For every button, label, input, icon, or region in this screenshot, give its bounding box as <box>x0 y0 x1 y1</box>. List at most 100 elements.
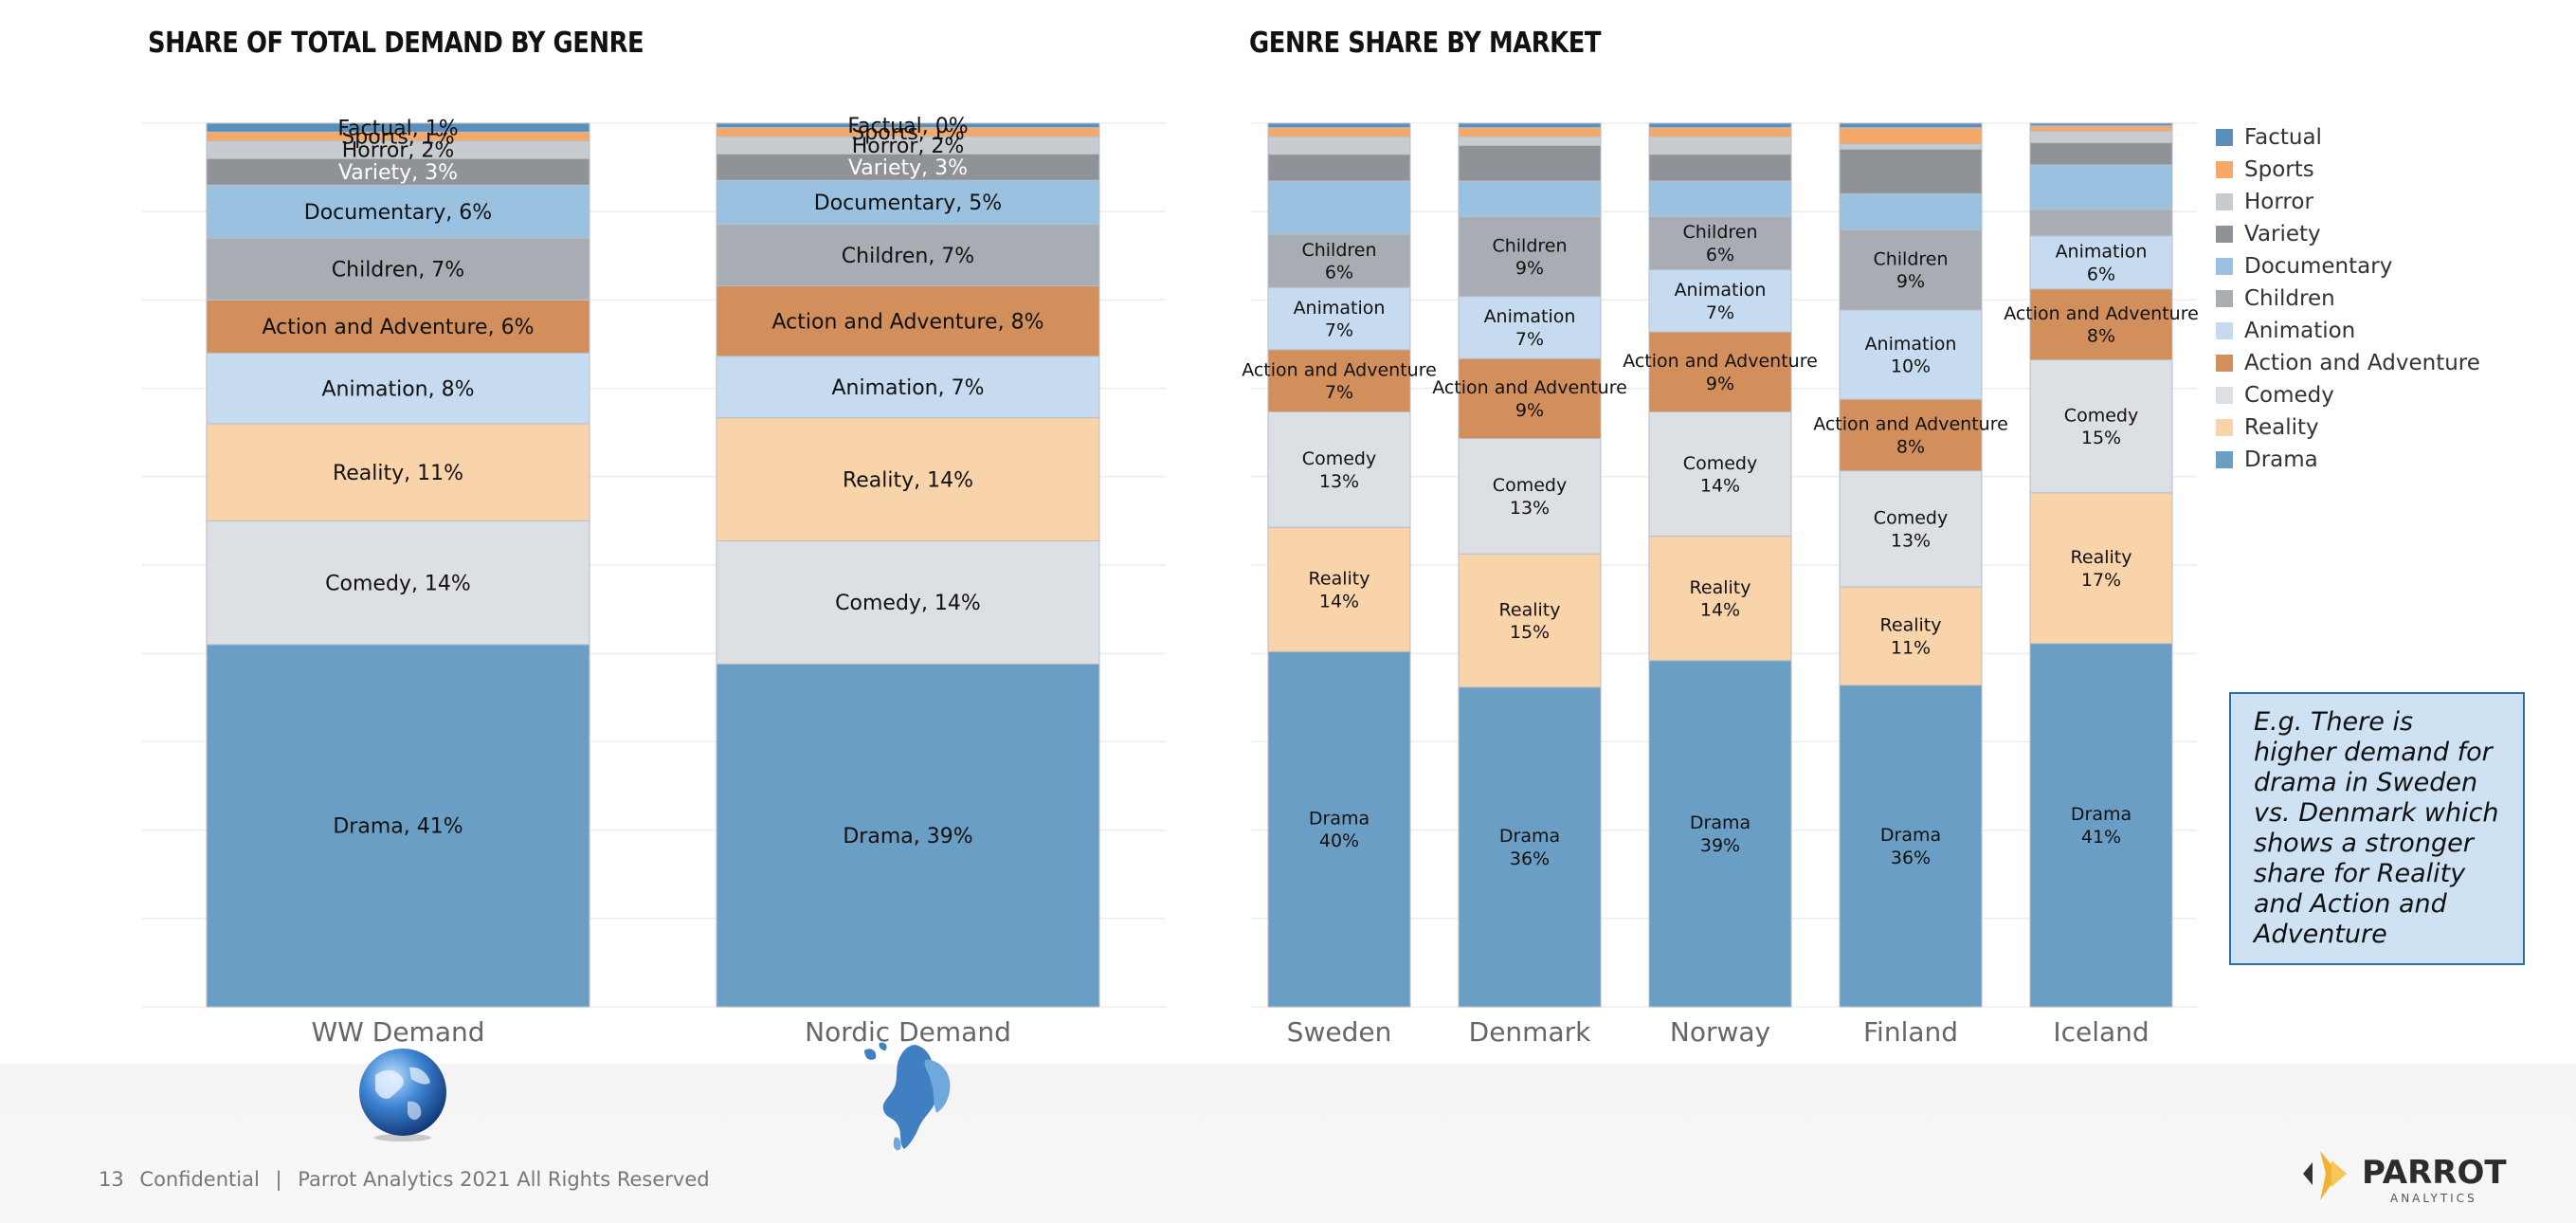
segment-action-and-adventure <box>1267 349 1411 412</box>
legend-item-action-and-adventure: Action and Adventure <box>2216 347 2480 379</box>
data-label: Comedy 15% <box>2064 405 2138 448</box>
legend-label: Drama <box>2244 447 2318 472</box>
legend-swatch <box>2216 226 2233 243</box>
legend-label: Children <box>2244 286 2335 311</box>
segment-comedy <box>1648 411 1792 538</box>
segment-variety <box>1648 154 1792 182</box>
data-label: Drama, 41% <box>333 815 463 839</box>
segment-documentary <box>2029 164 2173 210</box>
data-label: Reality 17% <box>2071 547 2132 591</box>
segment-horror <box>1267 136 1411 155</box>
data-label: Comedy, 14% <box>835 592 981 615</box>
segment-action-and-adventure <box>1458 357 1602 440</box>
legend-label: Reality <box>2244 415 2319 440</box>
segment-action-and-adventure <box>2029 288 2173 361</box>
segment-animation <box>1267 286 1411 351</box>
data-label: Reality 11% <box>1880 615 1942 659</box>
data-label: Animation 7% <box>1675 280 1767 323</box>
data-label: Drama, 39% <box>843 825 972 849</box>
legend-swatch <box>2216 161 2233 178</box>
category-label: Norway <box>1670 1016 1770 1048</box>
data-label: Children 9% <box>1492 235 1567 279</box>
segment-horror <box>1839 143 1983 150</box>
segment-reality <box>716 417 1100 541</box>
segment-sports <box>1648 127 1792 137</box>
segment-variety <box>1458 144 1602 182</box>
data-label: Comedy 13% <box>1874 508 1948 552</box>
legend-item-comedy: Comedy <box>2216 379 2480 411</box>
data-label: Animation 10% <box>1865 334 1957 377</box>
legend-label: Factual <box>2244 125 2322 150</box>
logo-name: PARROT <box>2362 1154 2507 1192</box>
legend-item-reality: Reality <box>2216 411 2480 444</box>
segment-children <box>2029 209 2173 237</box>
segment-documentary <box>1839 192 1983 230</box>
legend-swatch <box>2216 290 2233 307</box>
chart-genre-demand: Drama, 41% Comedy, 14% Reality, 11% Animati… <box>142 115 1166 1048</box>
data-label: Animation 6% <box>2056 242 2148 285</box>
category-label: Denmark <box>1469 1016 1591 1048</box>
segment-children <box>1267 233 1411 288</box>
legend-label: Documentary <box>2244 254 2393 279</box>
confidential-label: Confidential <box>139 1168 260 1191</box>
segment-comedy <box>1267 411 1411 528</box>
data-label: Drama 40% <box>1309 808 1370 851</box>
segment-sports <box>1458 127 1602 137</box>
data-label: Reality 14% <box>1309 569 1370 612</box>
data-label: Comedy 13% <box>1493 475 1567 519</box>
legend-item-variety: Variety <box>2216 218 2480 250</box>
data-label: Children, 7% <box>332 258 464 282</box>
segment-comedy <box>1458 438 1602 555</box>
segment-factual <box>1458 122 1602 129</box>
callout-box: E.g. There is higher demand for drama in… <box>2229 692 2525 965</box>
segment-animation <box>716 356 1100 419</box>
segment-documentary <box>206 184 590 239</box>
segment-horror <box>1458 136 1602 146</box>
segment-factual <box>1839 122 1983 129</box>
data-label: Documentary, 5% <box>814 192 1002 215</box>
data-label: Animation, 7% <box>831 376 984 400</box>
data-label: Action and Adventure 9% <box>1432 377 1627 421</box>
footer-separator: | <box>275 1168 282 1191</box>
segment-documentary <box>1458 180 1602 217</box>
data-label: Horror, 2% <box>852 135 965 158</box>
segment-children <box>716 224 1100 287</box>
legend-swatch <box>2216 322 2233 339</box>
legend-item-children: Children <box>2216 283 2480 315</box>
legend-swatch <box>2216 258 2233 275</box>
segment-reality <box>206 423 590 521</box>
data-label: Action and Adventure 7% <box>1242 359 1437 403</box>
data-label: Animation, 8% <box>321 377 474 401</box>
segment-factual <box>1648 122 1792 129</box>
segment-horror <box>1648 136 1792 155</box>
segment-action-and-adventure <box>1648 331 1792 412</box>
segment-documentary <box>1648 180 1792 217</box>
data-label: Children, 7% <box>842 245 974 268</box>
data-label: Children 6% <box>1682 222 1757 265</box>
segment-factual <box>716 122 1100 129</box>
bar-finland: Drama 36% Reality 11% Comedy 13% Action and Ad… <box>1813 122 2008 1008</box>
segment-children <box>206 237 590 301</box>
segment-comedy <box>716 539 1100 665</box>
legend-label: Comedy <box>2244 383 2334 408</box>
segment-variety <box>2029 142 2173 166</box>
data-label: Animation 7% <box>1484 306 1576 350</box>
data-label: Action and Adventure 8% <box>1813 414 2008 458</box>
segment-animation <box>1648 269 1792 333</box>
legend-label: Variety <box>2244 222 2321 246</box>
category-label: WW Demand <box>311 1016 484 1048</box>
segment-drama <box>1458 686 1602 1008</box>
segment-comedy <box>1839 470 1983 588</box>
segment-factual <box>1267 122 1411 129</box>
segment-children <box>1648 215 1792 271</box>
copyright-text: Parrot Analytics 2021 All Rights Reserve… <box>298 1168 710 1191</box>
parrot-logo-icon <box>2303 1151 2347 1200</box>
legend-item-horror: Horror <box>2216 186 2480 218</box>
data-label: Reality, 14% <box>843 468 973 492</box>
legend-label: Action and Adventure <box>2244 351 2480 375</box>
segment-sports <box>1267 127 1411 137</box>
chart-genre-by-market: Drama 40% Reality 14% Comedy 13% Action and Ad… <box>1242 122 2199 1048</box>
legend-swatch <box>2216 129 2233 146</box>
data-label: Reality 14% <box>1690 577 1751 621</box>
